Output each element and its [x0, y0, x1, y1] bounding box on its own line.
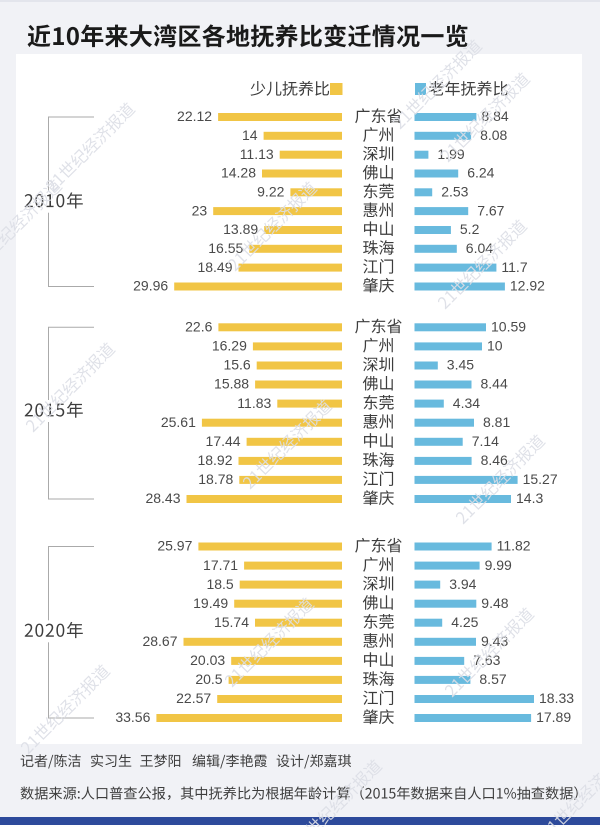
svg-text:19.49: 19.49	[193, 595, 228, 611]
svg-text:17.44: 17.44	[206, 433, 241, 449]
svg-text:18.92: 18.92	[197, 452, 232, 468]
svg-text:17.71: 17.71	[203, 557, 238, 573]
svg-text:1.99: 1.99	[437, 146, 464, 162]
svg-text:8.57: 8.57	[479, 671, 506, 687]
svg-text:23: 23	[192, 202, 208, 218]
svg-text:11.7: 11.7	[501, 259, 527, 275]
svg-text:2.53: 2.53	[441, 184, 468, 200]
svg-text:7.14: 7.14	[472, 433, 499, 449]
svg-text:6.24: 6.24	[467, 165, 494, 181]
svg-text:29.96: 29.96	[133, 278, 168, 294]
svg-text:12.92: 12.92	[510, 278, 545, 294]
svg-text:18.5: 18.5	[206, 576, 233, 592]
svg-text:10.59: 10.59	[491, 319, 526, 335]
svg-text:9.99: 9.99	[485, 557, 512, 573]
svg-text:28.43: 28.43	[145, 490, 180, 506]
svg-text:14.3: 14.3	[516, 490, 543, 506]
svg-text:9.22: 9.22	[257, 184, 284, 200]
svg-text:8.81: 8.81	[483, 414, 510, 430]
svg-text:15.6: 15.6	[223, 357, 250, 373]
svg-text:17.89: 17.89	[536, 709, 571, 725]
svg-text:11.83: 11.83	[237, 395, 271, 411]
svg-text:20.03: 20.03	[190, 652, 225, 668]
svg-text:25.97: 25.97	[157, 538, 192, 554]
svg-text:22.12: 22.12	[177, 108, 212, 124]
svg-text:18.33: 18.33	[539, 690, 574, 706]
svg-text:15.88: 15.88	[214, 376, 249, 392]
svg-text:3.45: 3.45	[447, 357, 474, 373]
svg-text:18.49: 18.49	[197, 259, 232, 275]
svg-text:8.44: 8.44	[481, 376, 508, 392]
svg-text:5.2: 5.2	[460, 221, 480, 237]
svg-text:18.78: 18.78	[198, 471, 233, 487]
svg-text:10: 10	[487, 338, 503, 354]
svg-text:8.46: 8.46	[481, 452, 508, 468]
svg-text:22.6: 22.6	[185, 319, 212, 335]
svg-text:20.5: 20.5	[195, 671, 222, 687]
svg-text:3.94: 3.94	[449, 576, 476, 592]
svg-text:4.34: 4.34	[453, 395, 480, 411]
svg-text:4.25: 4.25	[451, 614, 478, 630]
svg-text:15.74: 15.74	[214, 614, 249, 630]
svg-text:22.57: 22.57	[176, 690, 211, 706]
svg-text:14: 14	[242, 127, 258, 143]
svg-text:14.28: 14.28	[221, 165, 256, 181]
svg-text:8.08: 8.08	[480, 127, 507, 143]
svg-text:16.55: 16.55	[208, 240, 243, 256]
svg-text:33.56: 33.56	[115, 709, 150, 725]
svg-text:25.61: 25.61	[161, 414, 196, 430]
svg-text:15.27: 15.27	[523, 471, 558, 487]
svg-text:11.13: 11.13	[240, 146, 274, 162]
svg-text:9.48: 9.48	[481, 595, 508, 611]
svg-text:28.67: 28.67	[142, 633, 177, 649]
svg-text:11.82: 11.82	[497, 538, 531, 554]
svg-text:16.29: 16.29	[212, 338, 247, 354]
svg-text:13.89: 13.89	[223, 221, 258, 237]
svg-text:6.04: 6.04	[466, 240, 493, 256]
svg-text:7.67: 7.67	[477, 202, 504, 218]
